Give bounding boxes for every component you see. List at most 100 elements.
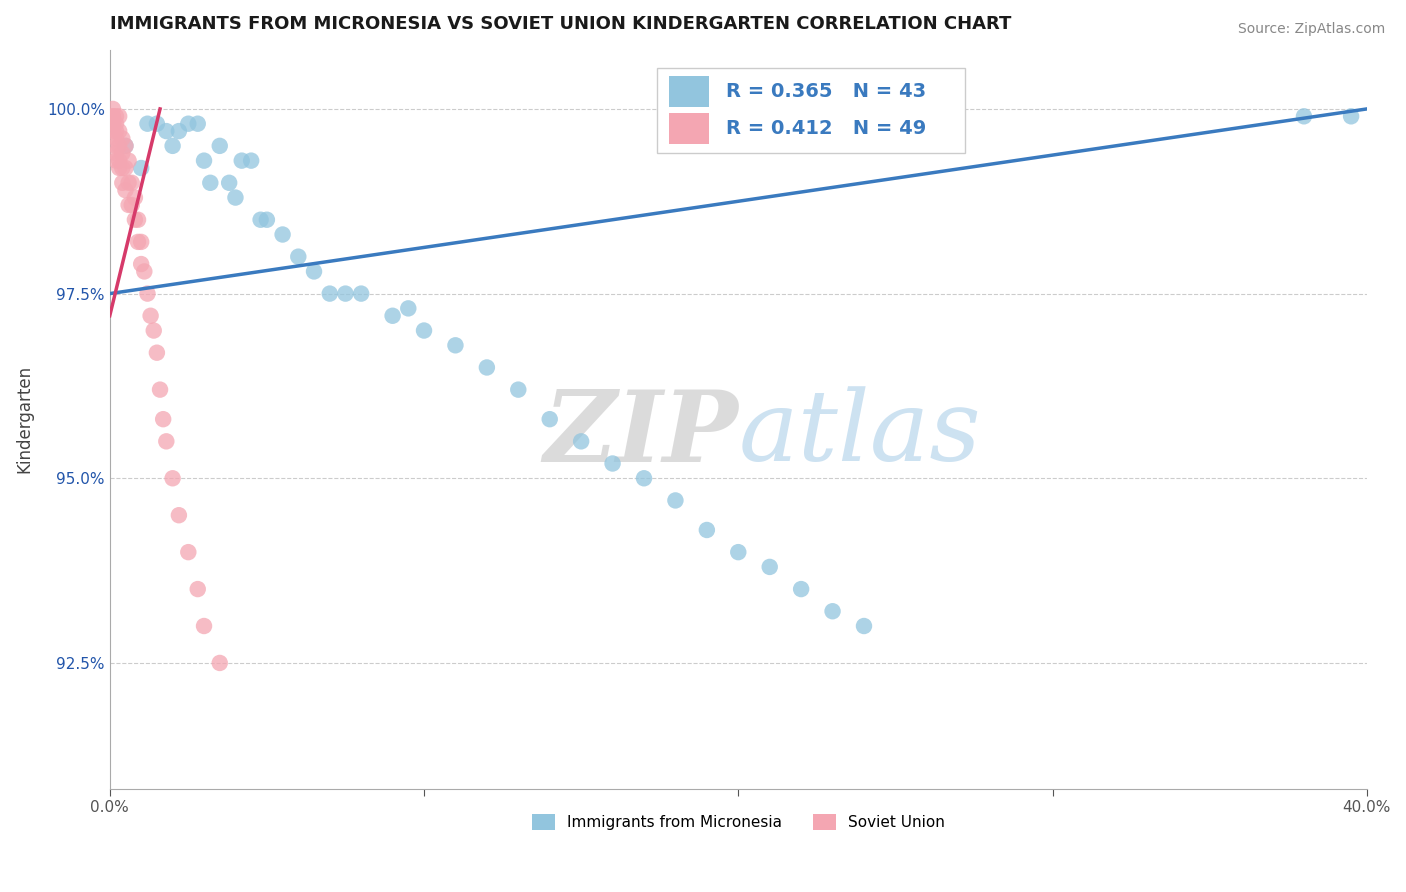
Point <box>117 153 139 168</box>
Point <box>108 124 131 138</box>
Point <box>727 545 749 559</box>
Point <box>105 131 128 145</box>
Point <box>111 176 134 190</box>
Point <box>664 493 686 508</box>
Point <box>146 117 169 131</box>
Point <box>134 264 156 278</box>
Point <box>758 560 780 574</box>
FancyBboxPatch shape <box>657 69 965 153</box>
Point <box>114 183 136 197</box>
Point <box>200 176 222 190</box>
Point <box>475 360 498 375</box>
Point <box>302 264 325 278</box>
Point <box>696 523 718 537</box>
Text: ZIP: ZIP <box>543 385 738 483</box>
Point <box>114 139 136 153</box>
Point <box>149 383 172 397</box>
Point <box>108 109 131 123</box>
Point <box>142 324 165 338</box>
Point <box>129 257 152 271</box>
Point <box>193 153 215 168</box>
Point <box>569 434 592 449</box>
Point <box>136 286 159 301</box>
Point <box>105 124 128 138</box>
Point <box>240 153 263 168</box>
Point <box>231 153 253 168</box>
Point <box>108 153 131 168</box>
Point <box>121 176 143 190</box>
Point <box>136 117 159 131</box>
Point <box>108 161 131 175</box>
Point <box>129 161 152 175</box>
Text: atlas: atlas <box>738 386 981 482</box>
Point <box>139 309 162 323</box>
Point <box>413 324 436 338</box>
Point <box>790 582 813 596</box>
Point <box>105 109 128 123</box>
Legend: Immigrants from Micronesia, Soviet Union: Immigrants from Micronesia, Soviet Union <box>526 808 950 837</box>
Point <box>121 198 143 212</box>
Point <box>162 471 184 485</box>
Point <box>146 345 169 359</box>
Point <box>127 212 149 227</box>
Point <box>167 508 190 523</box>
Point <box>108 139 131 153</box>
Point <box>208 656 231 670</box>
Point <box>177 117 200 131</box>
Point <box>117 176 139 190</box>
Text: Source: ZipAtlas.com: Source: ZipAtlas.com <box>1237 22 1385 37</box>
Y-axis label: Kindergarten: Kindergarten <box>15 365 32 474</box>
Point <box>101 109 124 123</box>
Point <box>111 146 134 161</box>
Point <box>224 190 246 204</box>
Point <box>335 286 357 301</box>
Point <box>381 309 404 323</box>
Point <box>105 146 128 161</box>
Point <box>350 286 373 301</box>
Point <box>218 176 240 190</box>
Point <box>124 190 146 204</box>
Point <box>508 383 530 397</box>
Point <box>287 250 309 264</box>
Point <box>105 139 128 153</box>
Point <box>129 235 152 249</box>
Point <box>538 412 561 426</box>
Point <box>101 102 124 116</box>
Point <box>101 117 124 131</box>
Point <box>111 161 134 175</box>
Point <box>256 212 278 227</box>
Point <box>602 457 624 471</box>
Point <box>633 471 655 485</box>
Point <box>208 139 231 153</box>
Point <box>1292 109 1315 123</box>
Point <box>155 124 177 138</box>
Point <box>177 545 200 559</box>
Point <box>167 124 190 138</box>
Point <box>127 235 149 249</box>
Point <box>396 301 419 316</box>
Point <box>111 131 134 145</box>
Point <box>124 212 146 227</box>
Point <box>249 212 271 227</box>
FancyBboxPatch shape <box>669 113 710 145</box>
Point <box>101 109 124 123</box>
Point <box>187 582 209 596</box>
Point <box>105 117 128 131</box>
Text: R = 0.412   N = 49: R = 0.412 N = 49 <box>725 120 927 138</box>
Point <box>152 412 174 426</box>
Point <box>444 338 467 352</box>
Point <box>271 227 294 242</box>
Point <box>1340 109 1362 123</box>
Point <box>114 139 136 153</box>
Text: IMMIGRANTS FROM MICRONESIA VS SOVIET UNION KINDERGARTEN CORRELATION CHART: IMMIGRANTS FROM MICRONESIA VS SOVIET UNI… <box>110 15 1011 33</box>
Point <box>114 161 136 175</box>
Text: R = 0.365   N = 43: R = 0.365 N = 43 <box>725 82 925 102</box>
Point <box>821 604 844 618</box>
Point <box>319 286 342 301</box>
Point <box>117 198 139 212</box>
Point <box>155 434 177 449</box>
Point <box>187 117 209 131</box>
Point <box>101 124 124 138</box>
Point <box>105 153 128 168</box>
FancyBboxPatch shape <box>669 77 710 107</box>
